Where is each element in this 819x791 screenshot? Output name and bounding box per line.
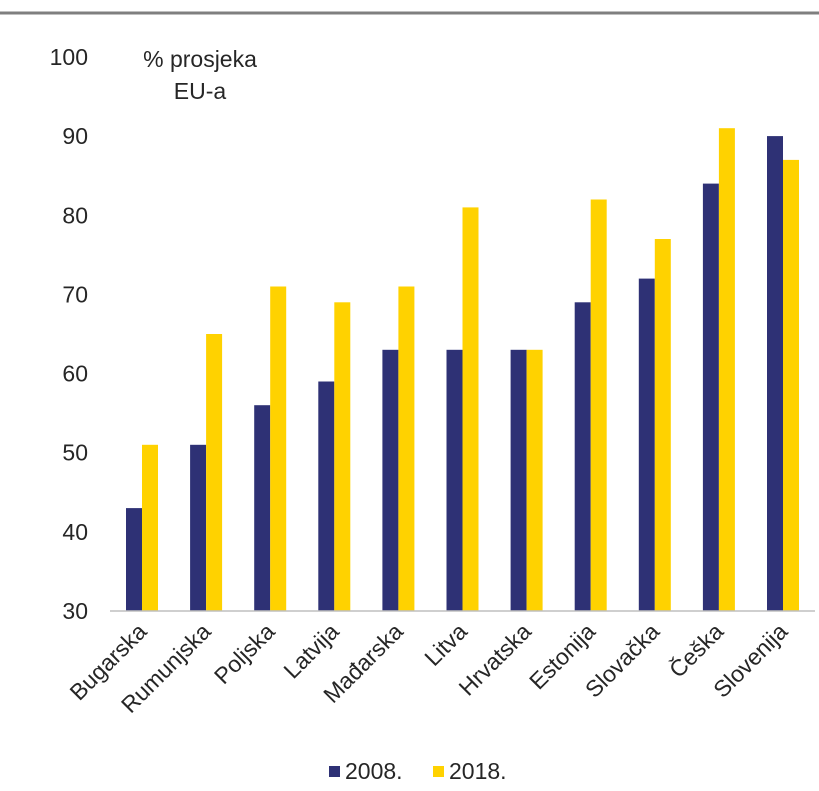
bar-2008	[574, 302, 591, 611]
bar-2018	[398, 286, 415, 611]
bar-2008	[126, 508, 142, 611]
y-tick-label: 70	[62, 281, 88, 307]
bar-2008	[318, 381, 335, 611]
bar-2018	[334, 302, 351, 611]
y-tick-label: 50	[62, 440, 88, 466]
y-axis: 30 40 50 60 70 80 90 100	[50, 44, 88, 624]
y-tick-label: 100	[50, 44, 88, 70]
unit-label: % prosjeka EU-a	[143, 46, 257, 104]
legend: 2008. 2018.	[329, 758, 507, 784]
bar-2018	[142, 444, 158, 611]
bar-2008	[190, 444, 207, 611]
bar-2008	[254, 405, 271, 611]
x-tick-label: Poljska	[209, 618, 280, 689]
y-tick-label: 40	[62, 519, 88, 545]
unit-label-line-1: % prosjeka	[143, 46, 257, 72]
bar-2018	[718, 128, 735, 611]
legend-swatch-2008	[329, 766, 340, 777]
x-tick-label: Litva	[419, 618, 472, 671]
y-tick-label: 90	[62, 123, 88, 149]
bar-2008	[382, 349, 399, 611]
y-tick-label: 30	[62, 598, 88, 624]
bar-2008	[767, 136, 783, 611]
bar-2018	[590, 199, 607, 611]
bar-2018	[526, 349, 543, 611]
bar-2018	[783, 159, 799, 611]
bars	[126, 128, 799, 611]
bar-2018	[654, 239, 671, 611]
y-tick-label: 80	[62, 202, 88, 228]
legend-swatch-2018	[433, 766, 444, 777]
bar-2008	[446, 349, 463, 611]
legend-label-2018: 2018.	[449, 758, 507, 784]
bar-2018	[462, 207, 479, 611]
y-tick-label: 60	[62, 361, 88, 387]
x-tick-label: Hrvatska	[454, 618, 537, 701]
unit-label-line-2: EU-a	[174, 78, 227, 104]
bar-2018	[270, 286, 287, 611]
bar-2008	[638, 278, 655, 611]
legend-label-2008: 2008.	[345, 758, 403, 784]
bar-2018	[206, 334, 223, 611]
bar-2008	[510, 349, 527, 611]
bar-2008	[702, 183, 719, 611]
